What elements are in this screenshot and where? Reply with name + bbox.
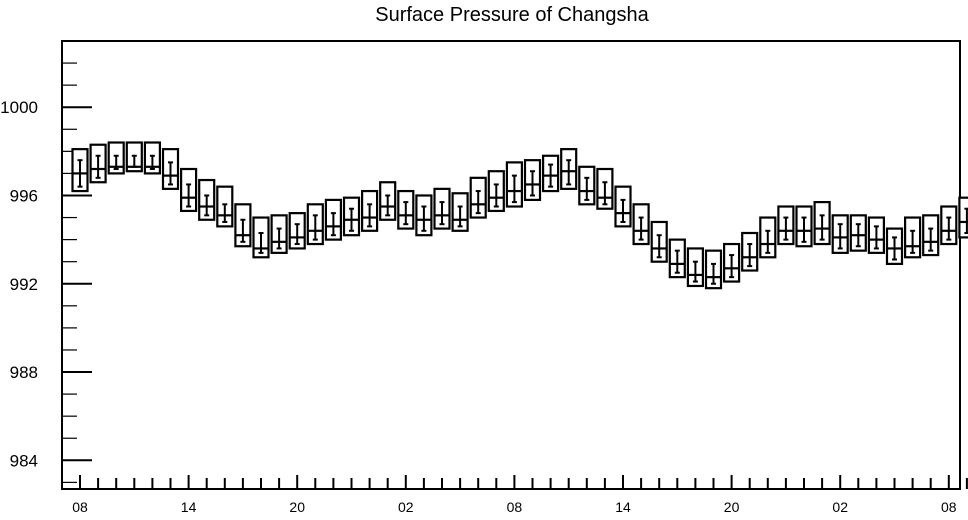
box-item — [324, 198, 342, 241]
box-item — [89, 143, 107, 184]
box-item — [288, 212, 306, 250]
box-item — [523, 159, 542, 201]
box-item — [234, 203, 252, 248]
box-item — [198, 178, 216, 221]
plot-border — [61, 40, 961, 490]
box-item — [704, 249, 723, 290]
box-item — [813, 201, 831, 246]
box-item — [831, 214, 849, 254]
box-item — [143, 141, 161, 175]
box-item — [397, 189, 415, 230]
x-tick-label: 08 — [72, 499, 88, 515]
x-tick-label: 08 — [507, 499, 523, 515]
box-item — [903, 216, 922, 259]
x-tick-label: 20 — [289, 499, 305, 515]
box-item — [722, 242, 741, 283]
box — [958, 196, 968, 239]
box-item — [922, 214, 940, 257]
box-item — [270, 214, 288, 254]
x-tick-label: 20 — [724, 499, 740, 515]
x-tick-label: 14 — [181, 499, 197, 515]
box-item — [433, 187, 451, 230]
x-tick-label: 02 — [832, 499, 848, 515]
box-item — [451, 192, 469, 232]
box-item — [578, 165, 596, 206]
y-tick-label: 1000 — [0, 98, 38, 117]
box-item — [849, 214, 867, 252]
box-item — [541, 154, 560, 193]
box-item — [306, 203, 324, 246]
y-tick-label: 992 — [10, 275, 38, 294]
box-item — [216, 185, 234, 228]
box-item — [686, 247, 705, 288]
box-item — [777, 205, 795, 246]
boxes — [71, 141, 968, 290]
box-item — [379, 181, 397, 221]
box-item — [596, 167, 614, 210]
box-item — [252, 216, 270, 259]
box-item — [632, 203, 650, 246]
box-item — [71, 148, 89, 193]
x-tick-label: 02 — [398, 499, 414, 515]
box-item — [415, 194, 433, 237]
y-tick-label: 988 — [10, 363, 38, 382]
box-item — [614, 185, 632, 228]
box-item — [361, 189, 379, 232]
x-tick-label: 14 — [615, 499, 631, 515]
box-item — [940, 205, 958, 246]
x-tick-label: 08 — [941, 499, 957, 515]
box-item — [469, 176, 487, 219]
box-item — [107, 141, 125, 175]
box-item — [759, 216, 777, 259]
box-item — [650, 220, 668, 263]
box-item — [795, 205, 813, 248]
box-item — [885, 227, 904, 265]
box-item — [125, 141, 143, 173]
box-item — [161, 148, 180, 190]
y-tick-label: 984 — [10, 451, 38, 470]
box-item — [505, 161, 523, 208]
plot-frame — [61, 40, 961, 490]
box-item — [741, 231, 759, 272]
chart-title: Surface Pressure of Changsha — [375, 4, 649, 26]
box-item — [668, 238, 686, 279]
y-axis: 984 988 992 996 1000 — [0, 40, 92, 483]
box-item — [560, 148, 578, 190]
box-item — [867, 216, 886, 254]
x-axis: 08 14 20 02 08 14 20 02 08 — [72, 475, 968, 515]
box-item — [958, 196, 968, 239]
y-tick-label: 996 — [10, 186, 38, 205]
box-item — [487, 170, 505, 213]
box-item — [180, 167, 198, 213]
box-item — [342, 196, 361, 237]
